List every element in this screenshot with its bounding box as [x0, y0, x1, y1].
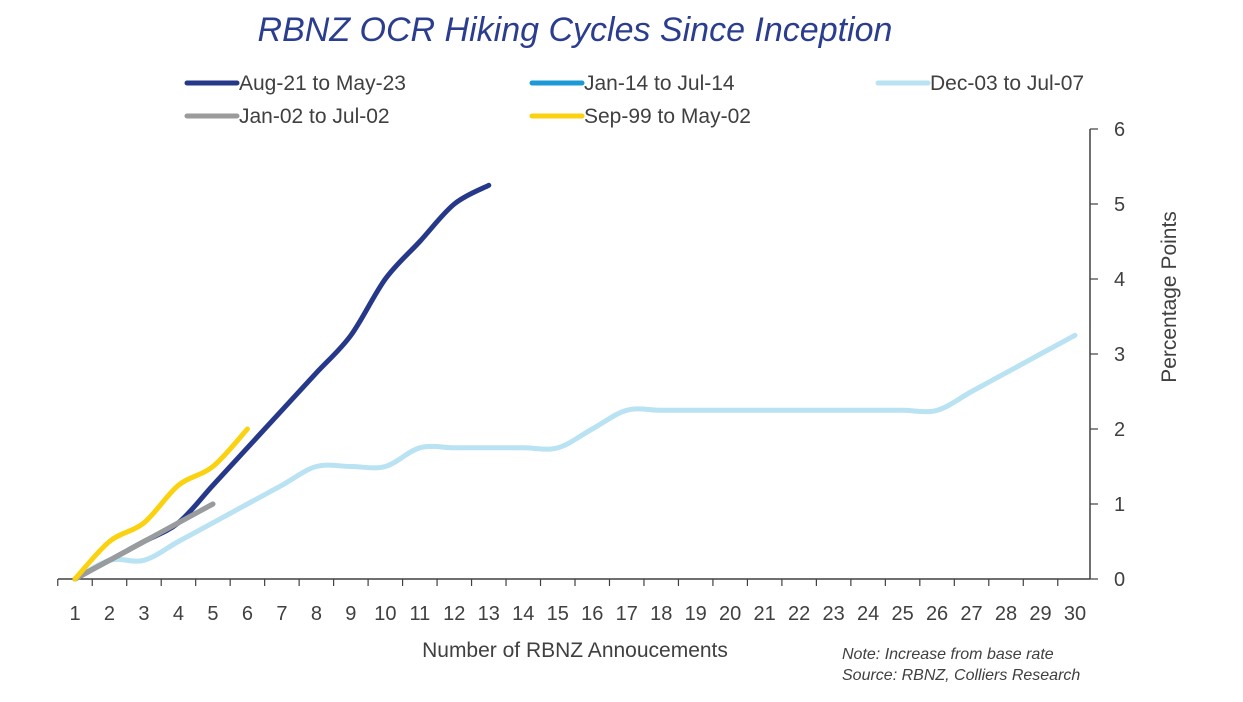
source-text: Source: RBNZ, Colliers Research [842, 667, 1080, 684]
y-tick-label: 3 [1114, 344, 1125, 366]
legend-label: Sep-99 to May-02 [584, 105, 751, 128]
y-tick-label: 1 [1114, 494, 1125, 516]
series-line-3 [72, 332, 1078, 582]
x-tick-label: 19 [685, 603, 707, 625]
x-tick-label: 21 [754, 603, 776, 625]
x-tick-label: 30 [1064, 603, 1086, 625]
x-tick-label: 15 [547, 603, 569, 625]
x-tick-label: 29 [1029, 603, 1051, 625]
y-tick-label: 0 [1114, 569, 1125, 591]
x-tick-label: 4 [173, 603, 184, 625]
x-tick-label: 27 [960, 603, 982, 625]
y-tick-label: 5 [1114, 194, 1125, 216]
x-tick-label: 20 [719, 603, 741, 625]
x-tick-label: 18 [650, 603, 672, 625]
x-tick-label: 16 [581, 603, 603, 625]
x-tick-label: 9 [345, 603, 356, 625]
x-tick-label: 12 [443, 603, 465, 625]
x-tick-label: 2 [104, 603, 115, 625]
x-tick-label: 3 [138, 603, 149, 625]
y-tick-label: 2 [1114, 419, 1125, 441]
x-tick-label: 22 [788, 603, 810, 625]
series-lines [72, 182, 1078, 582]
x-axis-label: Number of RBNZ Annoucements [422, 639, 728, 662]
legend-label: Dec-03 to Jul-07 [930, 72, 1084, 95]
x-tick-label: 7 [276, 603, 287, 625]
legend-label: Aug-21 to May-23 [239, 72, 406, 95]
y-tick-label: 4 [1114, 269, 1125, 291]
legend-label: Jan-14 to Jul-14 [584, 72, 735, 95]
x-tick-label: 23 [822, 603, 844, 625]
y-tick-label: 6 [1114, 119, 1125, 141]
series-line-5 [72, 426, 250, 582]
legend-label: Jan-02 to Jul-02 [239, 105, 390, 128]
series-line-4 [72, 501, 216, 582]
axes: 1 2 3 4 5 6 7 8 9 10 11 12 13 14 15 16 17 18 19 20 21 22 23 24 2… [57, 119, 1125, 625]
x-tick-label: 28 [995, 603, 1017, 625]
x-tick-label: 14 [512, 603, 534, 625]
x-tick-label: 24 [857, 603, 879, 625]
series-line-1 [72, 182, 492, 582]
chart-title: RBNZ OCR Hiking Cycles Since Inception [258, 11, 893, 49]
x-tick-label: 11 [409, 603, 430, 625]
x-tick-label: 17 [616, 603, 638, 625]
x-tick-label: 6 [242, 603, 253, 625]
note-text: Note: Increase from base rate [842, 646, 1054, 663]
x-tick-label: 26 [926, 603, 948, 625]
x-tick-label: 10 [374, 603, 396, 625]
legend: Aug-21 to May-23 Jan-14 to Jul-14 Dec-03 t… [184, 72, 1084, 128]
y-axis-label: Percentage Points [1158, 211, 1181, 383]
x-tick-label: 13 [478, 603, 500, 625]
x-tick-label: 1 [69, 603, 80, 625]
x-tick-label: 5 [207, 603, 218, 625]
x-tick-label: 8 [311, 603, 322, 625]
x-tick-label: 25 [891, 603, 913, 625]
